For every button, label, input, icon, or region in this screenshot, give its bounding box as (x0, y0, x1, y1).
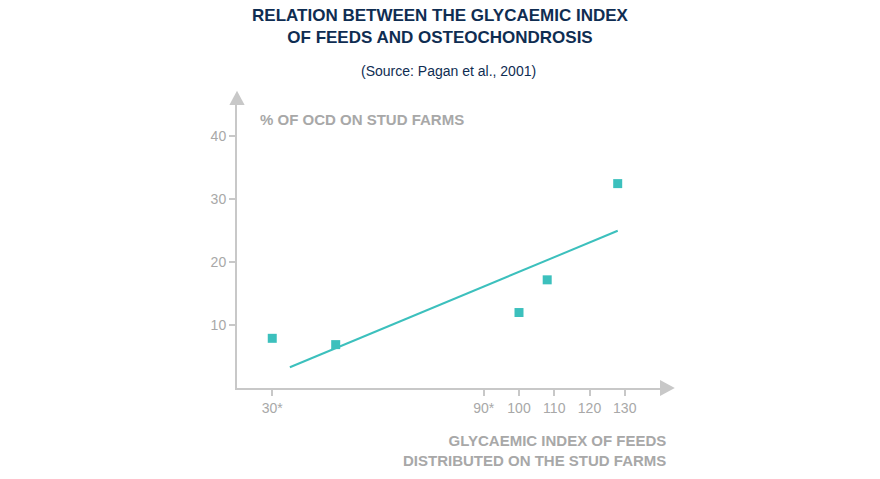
svg-text:(Source: Pagan et al., 2001): (Source: Pagan et al., 2001) (361, 63, 536, 79)
svg-text:GLYCAEMIC INDEX OF FEEDSDISTRI: GLYCAEMIC INDEX OF FEEDSDISTRIBUTED ON T… (403, 432, 666, 469)
svg-text:40: 40 (211, 128, 227, 144)
svg-text:20: 20 (211, 254, 227, 270)
svg-text:RELATION BETWEEN THE GLYCAEMIC: RELATION BETWEEN THE GLYCAEMIC INDEXOF F… (252, 6, 629, 47)
svg-text:120: 120 (578, 400, 602, 416)
svg-text:10: 10 (211, 317, 227, 333)
svg-text:30: 30 (211, 191, 227, 207)
svg-text:30*: 30* (262, 400, 284, 416)
svg-text:100: 100 (507, 400, 531, 416)
svg-text:90*: 90* (473, 400, 495, 416)
svg-text:110: 110 (543, 400, 566, 416)
svg-text:% OF OCD ON STUD FARMS: % OF OCD ON STUD FARMS (260, 111, 464, 128)
svg-text:130: 130 (613, 400, 637, 416)
